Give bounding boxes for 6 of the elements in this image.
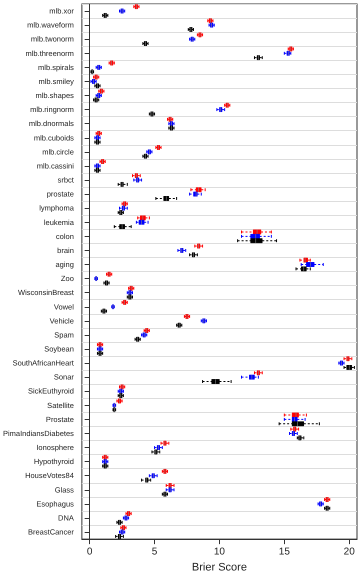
x-tick-label: 20	[344, 546, 356, 558]
x-tick-label: 15	[278, 546, 290, 558]
x-tick-label: 0	[86, 546, 93, 558]
x-tick-label: 10	[214, 546, 226, 558]
x-axis-title: Brier Score	[192, 562, 247, 574]
x-tick-label: 5	[152, 546, 158, 558]
